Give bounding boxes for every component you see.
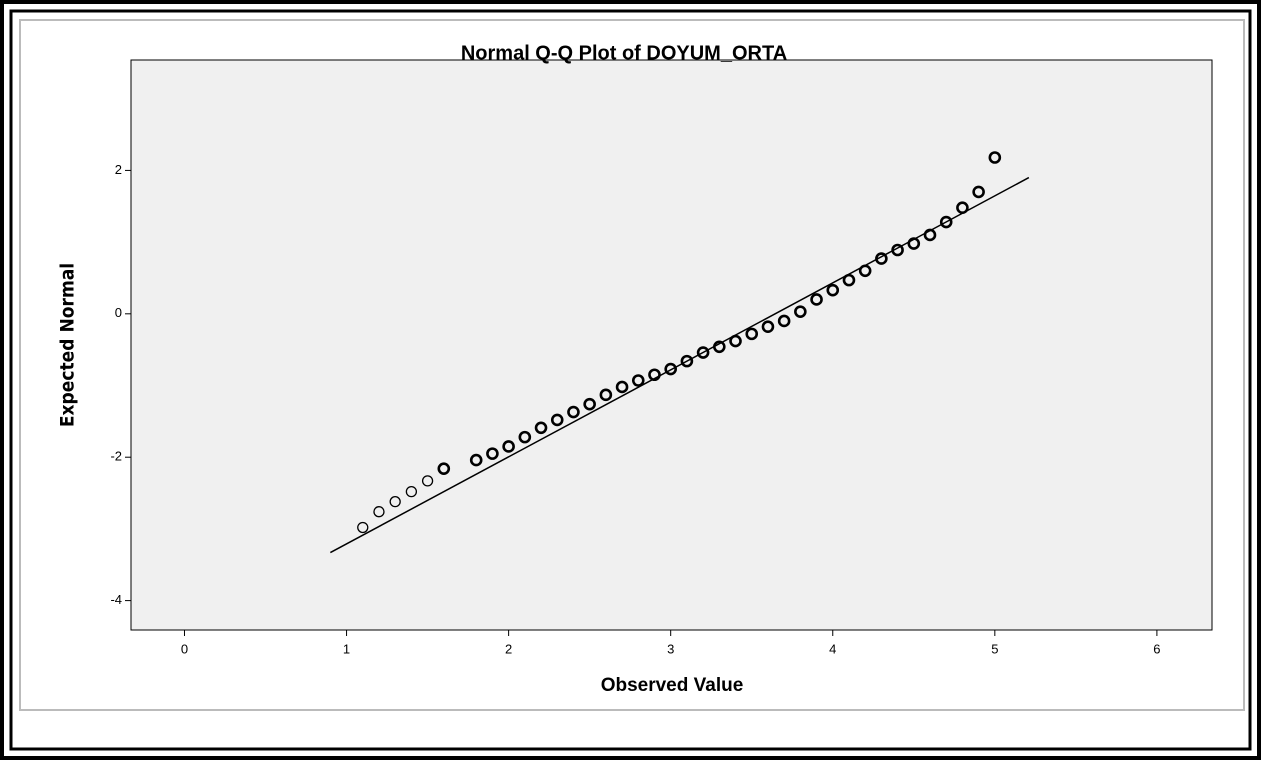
chart-title: Normal Q-Q Plot of DOYUM_ORTA — [461, 42, 787, 64]
point — [907, 237, 921, 250]
y-tick-label: -4 — [110, 592, 122, 607]
y-tick-label: 0 — [115, 305, 122, 320]
point — [615, 380, 629, 394]
point — [567, 405, 580, 419]
point — [810, 293, 823, 306]
y-tick-label: -2 — [110, 449, 122, 464]
point — [389, 496, 401, 508]
point — [777, 314, 791, 328]
point — [534, 421, 548, 435]
point — [858, 264, 872, 278]
x-tick-label: 5 — [991, 641, 998, 656]
point — [988, 151, 1002, 164]
point — [664, 362, 677, 376]
point — [729, 334, 742, 348]
x-tick-label: 6 — [1153, 641, 1160, 656]
point — [713, 340, 726, 354]
point — [421, 475, 434, 487]
point — [599, 388, 613, 402]
point — [373, 506, 385, 518]
point — [875, 252, 888, 265]
point — [550, 413, 564, 427]
point — [923, 228, 937, 242]
point — [518, 430, 532, 444]
point — [972, 185, 985, 199]
point — [696, 346, 710, 359]
point — [502, 440, 515, 453]
point — [761, 320, 775, 334]
x-tick-label: 1 — [343, 641, 350, 656]
x-tick-label: 0 — [181, 641, 188, 656]
point — [826, 283, 840, 297]
point — [794, 305, 807, 318]
point — [680, 354, 694, 368]
point — [357, 521, 369, 534]
point — [583, 397, 596, 411]
y-tick-label: 2 — [115, 162, 122, 177]
x-tick-label: 3 — [667, 641, 674, 656]
x-tick-label: 4 — [829, 641, 836, 656]
point — [842, 273, 856, 287]
plot-area — [130, 59, 1213, 631]
point — [405, 485, 418, 498]
point — [486, 447, 499, 460]
y-axis-label: Expected Normal — [57, 263, 79, 427]
inner-frame — [9, 9, 1252, 751]
point — [745, 327, 759, 341]
point — [631, 374, 645, 387]
point — [437, 462, 451, 475]
point — [956, 201, 969, 214]
point — [469, 453, 483, 467]
point — [939, 215, 953, 229]
point — [648, 368, 661, 382]
reference-line — [329, 176, 1030, 554]
x-tick-label: 2 — [505, 641, 512, 656]
point — [891, 243, 904, 257]
x-axis-label: Observed Value — [601, 675, 744, 696]
